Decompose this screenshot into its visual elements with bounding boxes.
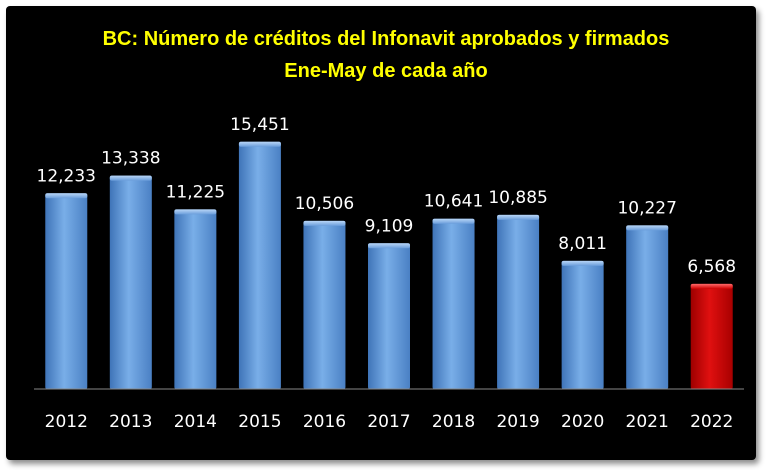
- x-tick-2014: 2014: [174, 412, 217, 432]
- bar-2013: [109, 175, 152, 389]
- x-tick-2019: 2019: [496, 412, 539, 432]
- bar-chart: BC: Número de créditos del Infonavit apr…: [34, 28, 744, 432]
- value-label-2017: 9,109: [365, 216, 414, 236]
- chart-subtitle: Ene-May de cada año: [284, 60, 487, 82]
- x-tick-2017: 2017: [367, 412, 410, 432]
- value-label-2016: 10,506: [295, 194, 354, 214]
- bar-2018: [432, 218, 475, 389]
- bar-2016: [303, 220, 346, 389]
- bar-2017: [368, 243, 410, 389]
- bar-2019: [497, 214, 540, 389]
- bar-cap-2013: [109, 175, 152, 181]
- bar-cap-2017: [368, 243, 410, 249]
- bar-2022: [690, 283, 733, 389]
- bar-cap-2015: [238, 141, 281, 147]
- value-label-2019: 10,885: [488, 188, 547, 208]
- chart-frame: BC: Número de créditos del Infonavit apr…: [6, 6, 756, 460]
- bar-cap-2022: [690, 283, 733, 289]
- x-tick-2016: 2016: [303, 412, 346, 432]
- bar-cap-2012: [45, 193, 88, 199]
- bar-2020: [561, 260, 604, 389]
- value-label-2014: 11,225: [166, 182, 225, 202]
- x-tick-2021: 2021: [626, 412, 669, 432]
- value-label-2012: 12,233: [37, 166, 96, 186]
- bar-cap-2020: [561, 260, 604, 266]
- bar-2015: [238, 141, 281, 389]
- value-label-2015: 15,451: [230, 115, 289, 135]
- x-tick-2020: 2020: [561, 412, 604, 432]
- value-label-2022: 6,568: [687, 257, 736, 277]
- x-tick-2015: 2015: [238, 412, 281, 432]
- bars-group: [45, 141, 733, 389]
- x-tick-2018: 2018: [432, 412, 475, 432]
- bar-2014: [174, 209, 217, 389]
- x-tick-2013: 2013: [109, 412, 152, 432]
- x-tick-labels-group: 2012 2013 2014 2015 2016 2017 2018 2019 2020 2021…: [45, 412, 734, 432]
- bar-cap-2016: [303, 220, 346, 226]
- bar-2021: [626, 225, 669, 389]
- x-tick-2022: 2022: [690, 412, 733, 432]
- value-label-2018: 10,641: [424, 192, 483, 212]
- chart-title: BC: Número de créditos del Infonavit apr…: [103, 28, 670, 50]
- value-label-2021: 10,227: [617, 198, 676, 218]
- bar-cap-2021: [626, 225, 669, 231]
- bar-cap-2014: [174, 209, 217, 215]
- value-label-2020: 8,011: [558, 234, 607, 254]
- bar-cap-2018: [432, 218, 475, 224]
- value-label-2013: 13,338: [101, 149, 160, 169]
- bar-cap-2019: [497, 214, 540, 220]
- bar-2012: [45, 193, 88, 389]
- x-tick-2012: 2012: [45, 412, 88, 432]
